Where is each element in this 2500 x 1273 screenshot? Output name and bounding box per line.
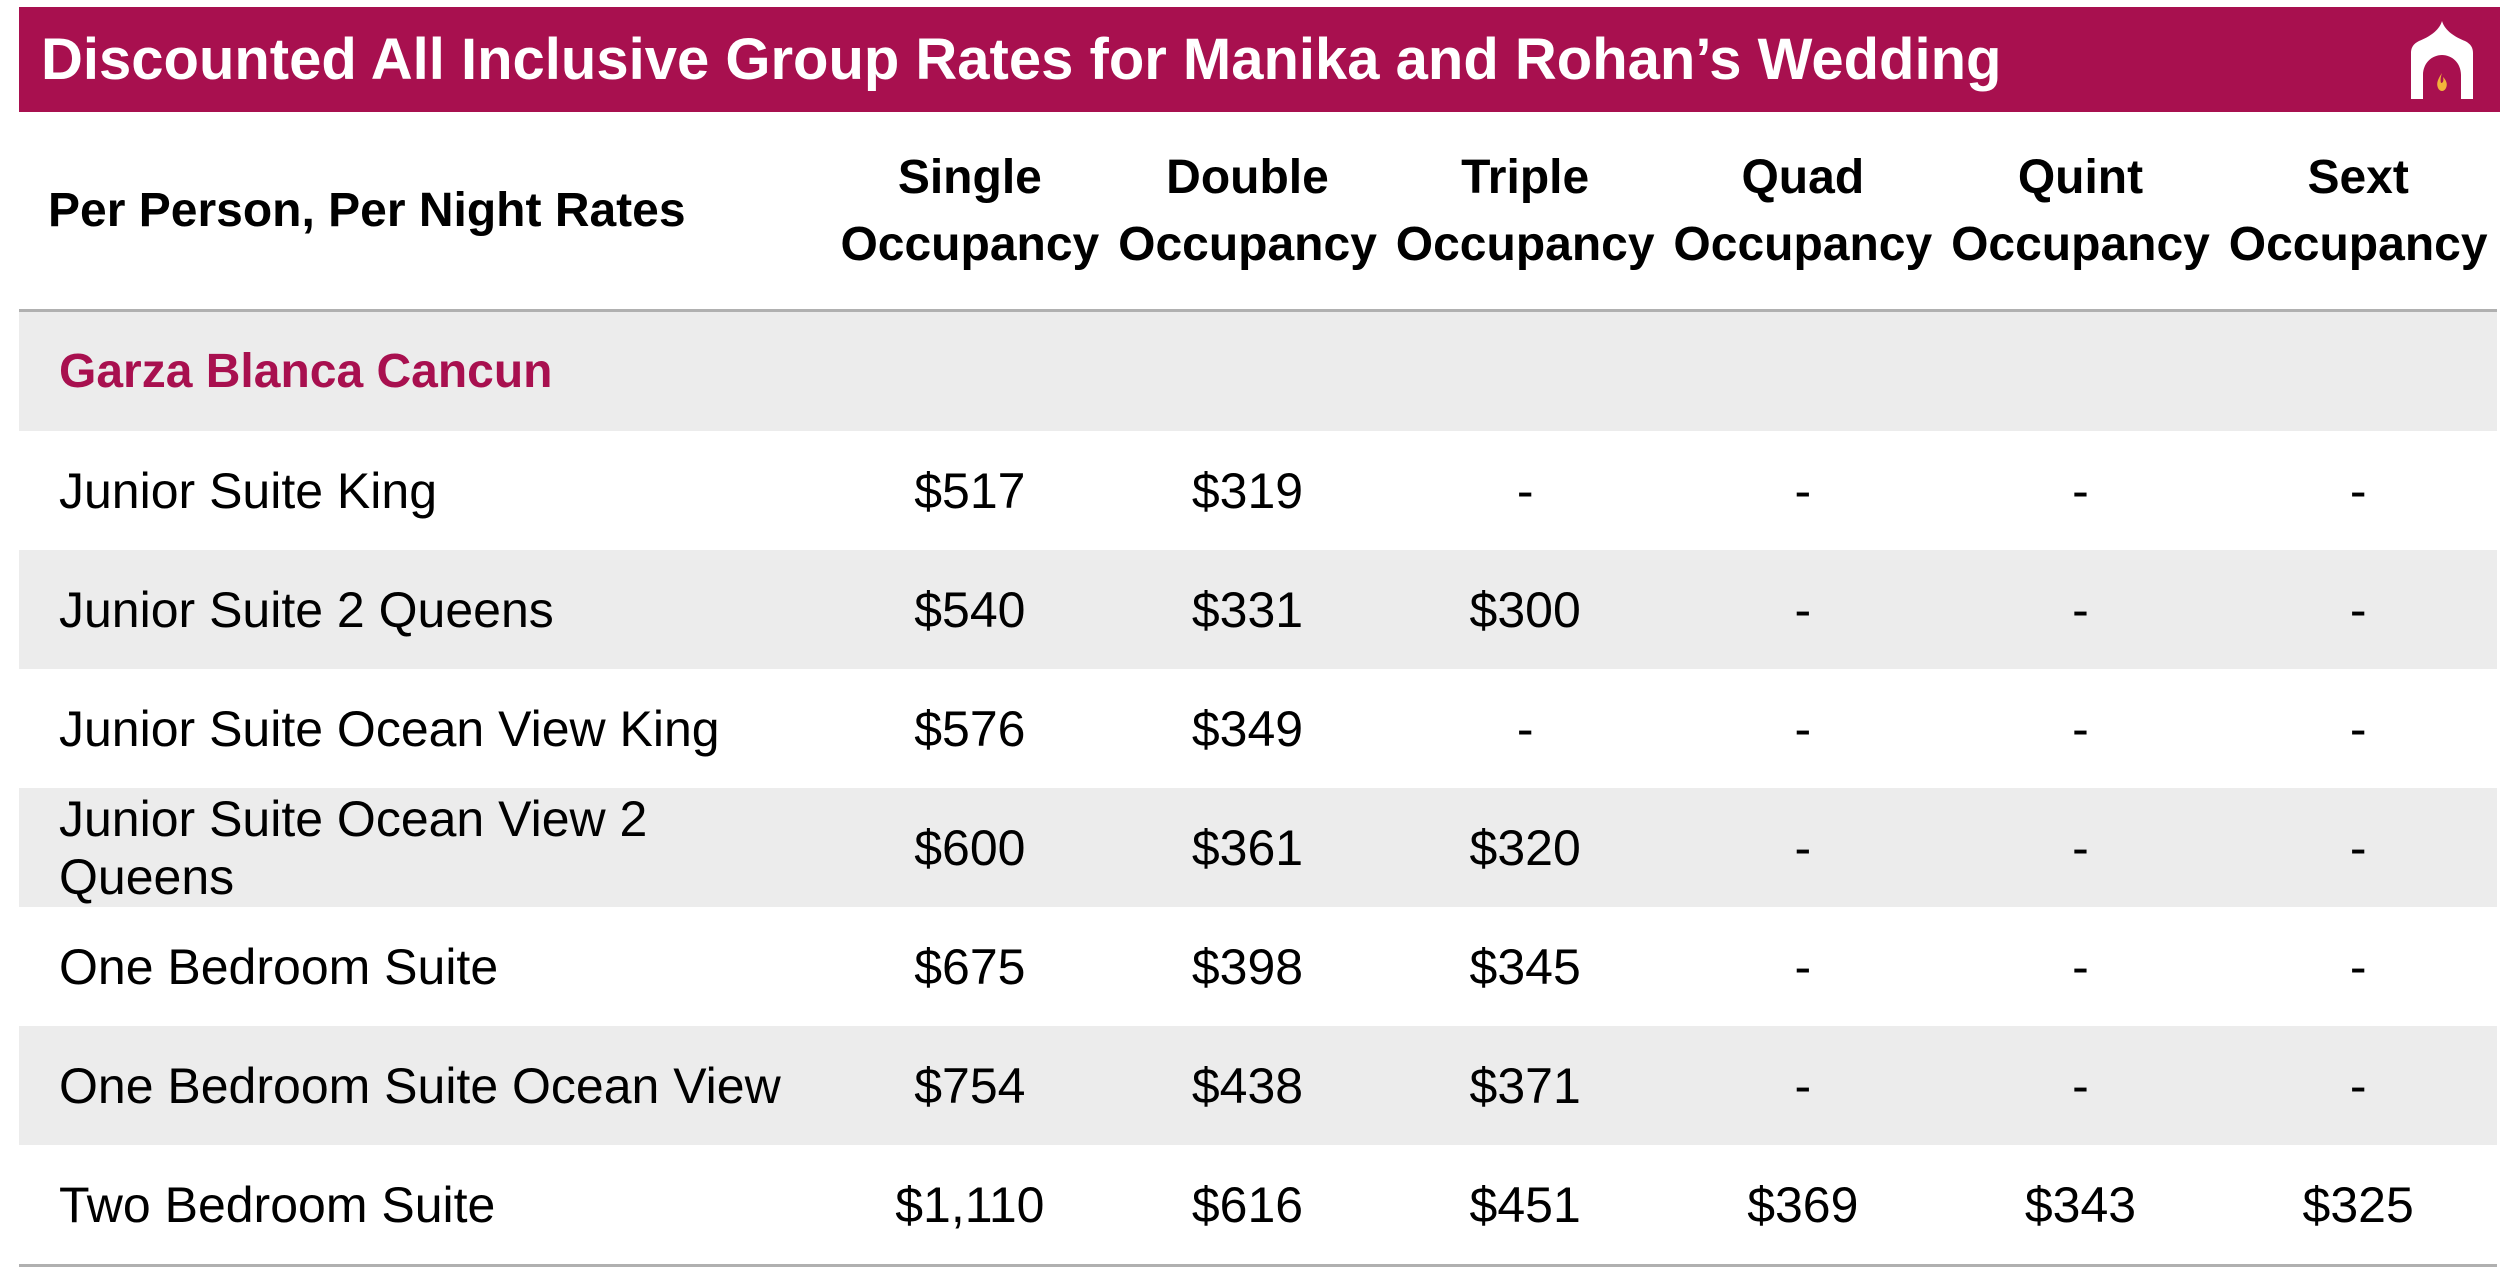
rate-cell: $451 <box>1386 1145 1664 1267</box>
column-header-single: Single Occupancy <box>831 112 1109 312</box>
column-header-line1: Double <box>1166 150 1329 204</box>
rate-cell: $320 <box>1386 788 1664 907</box>
column-header-line2: Occupancy <box>1118 217 1377 271</box>
rate-cell: - <box>2072 938 2089 995</box>
table-row: One Bedroom Suite $675 $398 $345 - - - <box>19 907 2497 1026</box>
room-name: Junior Suite Ocean View King <box>59 700 720 757</box>
rate-cell: $675 <box>914 938 1026 995</box>
table-row: One Bedroom Suite Ocean View $754 $438 $… <box>19 1026 2497 1145</box>
rate-cell: - <box>2349 938 2367 995</box>
rate-cell: - <box>1941 550 2220 669</box>
rate-cell: - <box>2219 550 2497 669</box>
rate-cell: - <box>2072 700 2089 757</box>
room-rows: Junior Suite King $517 $319 - - - - Juni… <box>19 431 2497 1267</box>
hotel-row: Garza Blanca Cancun <box>19 310 2497 431</box>
column-header-line1: Quint <box>2017 150 2144 204</box>
rate-cell: $345 <box>1469 938 1581 995</box>
page-title: Discounted All Inclusive Group Rates for… <box>41 27 2002 92</box>
rate-cell: $331 <box>1108 550 1387 669</box>
rate-cell: $343 <box>1941 1145 2220 1267</box>
room-name: Two Bedroom Suite <box>19 1145 832 1267</box>
rate-cell: $576 <box>914 700 1026 757</box>
rate-cell: - <box>1794 700 1812 757</box>
rate-cell: $1,110 <box>831 1145 1109 1267</box>
rate-cell: - <box>1516 700 1534 757</box>
table-row: Junior Suite 2 Queens $540 $331 $300 - -… <box>19 550 2497 669</box>
rate-cell: - <box>1663 1026 1942 1145</box>
column-header-line2: Occupancy <box>840 217 1100 271</box>
hotel-section: Garza Blanca Cancun <box>19 310 2497 431</box>
palace-dome-flame-icon <box>2411 21 2473 99</box>
rate-cell: $361 <box>1108 788 1387 907</box>
rate-cell: $754 <box>831 1026 1109 1145</box>
table-row: Junior Suite Ocean View 2 Queens $600 $3… <box>19 788 2497 907</box>
rate-cell: - <box>1794 462 1812 519</box>
rate-cell: - <box>2219 1026 2497 1145</box>
rate-cell: $398 <box>1191 938 1304 995</box>
column-header-line1: Triple <box>1461 150 1590 204</box>
column-header-quad: Quad Occupancy <box>1663 112 1942 312</box>
column-header-line2: Occupancy <box>2228 217 2488 271</box>
table-row: Junior Suite King $517 $319 - - - - <box>19 431 2497 550</box>
column-header-triple: Triple Occupancy <box>1386 112 1664 312</box>
room-name: One Bedroom Suite Ocean View <box>19 1026 832 1145</box>
rate-cell: $517 <box>914 462 1026 519</box>
room-name: Junior Suite King <box>59 462 438 519</box>
rate-cell: $369 <box>1663 1145 1942 1267</box>
rate-cell: $540 <box>831 550 1109 669</box>
row-header-label: Per Person, Per Night Rates <box>19 112 832 312</box>
room-name: Junior Suite Ocean View 2 Queens <box>19 788 832 907</box>
rate-cell: - <box>2349 462 2367 519</box>
column-header-line2: Occupancy <box>1951 217 2210 271</box>
rate-cell: - <box>1663 788 1942 907</box>
rate-cell: - <box>1663 550 1942 669</box>
rates-table: Per Person, Per Night Rates Single Occup… <box>19 112 2497 1267</box>
table-header: Per Person, Per Night Rates Single Occup… <box>19 112 2497 312</box>
rate-cell: $325 <box>2219 1145 2497 1267</box>
column-header-line1: Quad <box>1741 150 1865 204</box>
rate-cell: $600 <box>831 788 1109 907</box>
column-header-double: Double Occupancy <box>1108 112 1387 312</box>
rate-cell: - <box>2219 788 2497 907</box>
rate-cell: - <box>1794 938 1812 995</box>
room-name: Junior Suite 2 Queens <box>19 550 832 669</box>
rate-cell: - <box>1516 462 1534 519</box>
room-name: One Bedroom Suite <box>59 938 499 995</box>
rate-cell: $371 <box>1386 1026 1664 1145</box>
rate-cell: - <box>1941 1026 2220 1145</box>
rate-cell: - <box>2349 700 2367 757</box>
table-row: Junior Suite Ocean View King $576 $349 -… <box>19 669 2497 788</box>
rate-cell: $300 <box>1386 550 1664 669</box>
column-header-line1: Single <box>897 150 1042 204</box>
rate-cell: $349 <box>1191 700 1304 757</box>
column-header-line2: Occupancy <box>1673 217 1933 271</box>
title-bar: Discounted All Inclusive Group Rates for… <box>19 7 2500 112</box>
rate-cell: - <box>1941 788 2220 907</box>
rate-cell: - <box>2072 462 2089 519</box>
column-header-sext: Sext Occupancy <box>2219 112 2497 312</box>
column-header-quint: Quint Occupancy <box>1941 112 2220 312</box>
rate-cell: $616 <box>1108 1145 1387 1267</box>
table-row: Two Bedroom Suite $1,110 $616 $451 $369 … <box>19 1145 2497 1267</box>
rate-cell: $438 <box>1108 1026 1387 1145</box>
column-header-line2: Occupancy <box>1395 217 1655 271</box>
hotel-name: Garza Blanca Cancun <box>19 310 2497 431</box>
column-header-line1: Sext <box>2307 150 2409 204</box>
rate-cell: $319 <box>1191 462 1304 519</box>
